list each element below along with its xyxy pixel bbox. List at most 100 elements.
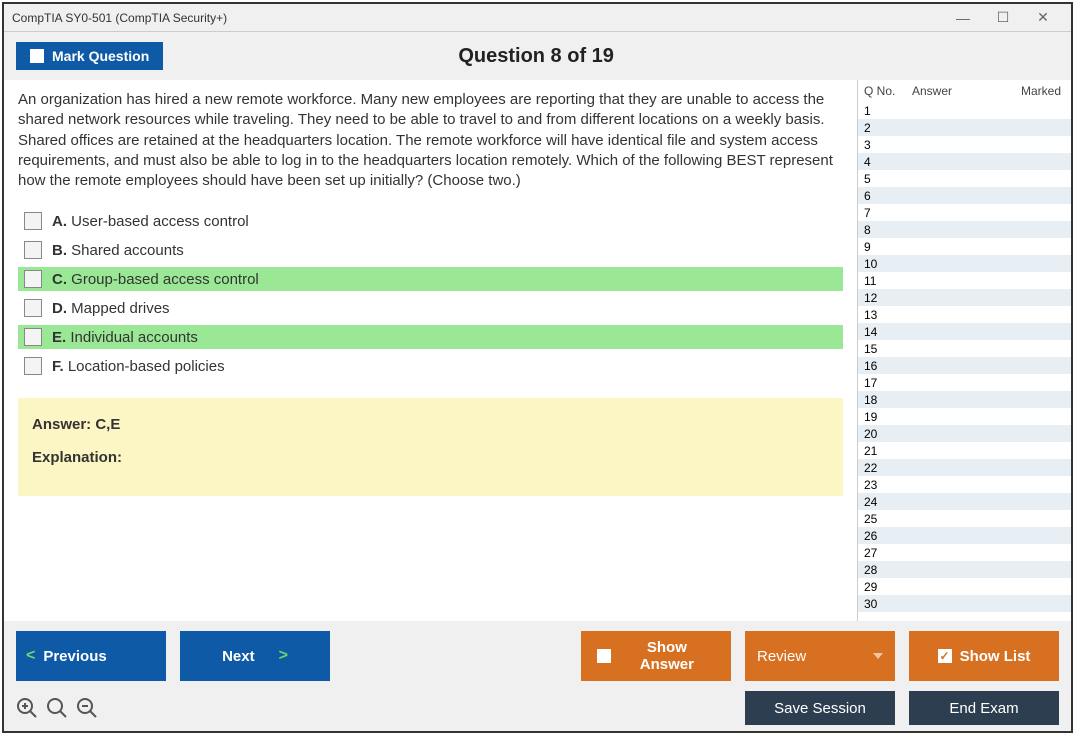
sidebar-row[interactable]: 30 xyxy=(858,595,1071,612)
sidebar-qno: 2 xyxy=(864,121,894,135)
end-exam-label: End Exam xyxy=(949,700,1018,717)
sidebar-qno: 1 xyxy=(864,104,894,118)
show-list-button[interactable]: ✓ Show List xyxy=(909,631,1059,681)
question-counter: Question 8 of 19 xyxy=(163,45,909,68)
sidebar-row[interactable]: 24 xyxy=(858,493,1071,510)
zoom-reset-icon[interactable] xyxy=(46,697,68,719)
sidebar-row[interactable]: 16 xyxy=(858,357,1071,374)
sidebar-qno: 28 xyxy=(864,563,894,577)
sidebar-qno: 6 xyxy=(864,189,894,203)
sidebar-row[interactable]: 2 xyxy=(858,119,1071,136)
option-text: B. Shared accounts xyxy=(52,242,184,259)
titlebar: CompTIA SY0-501 (CompTIA Security+) — ☐ … xyxy=(4,4,1071,32)
sidebar-header: Q No. Answer Marked xyxy=(858,80,1071,102)
sidebar-qno: 17 xyxy=(864,376,894,390)
sidebar-qno: 10 xyxy=(864,257,894,271)
sidebar-row[interactable]: 17 xyxy=(858,374,1071,391)
sidebar-qno: 4 xyxy=(864,155,894,169)
chevron-right-icon: > xyxy=(279,647,288,665)
show-answer-label: Show Answer xyxy=(619,639,715,673)
window-controls: — ☐ ✕ xyxy=(943,6,1063,30)
sidebar-row[interactable]: 29 xyxy=(858,578,1071,595)
sidebar-row[interactable]: 8 xyxy=(858,221,1071,238)
chevron-left-icon: < xyxy=(26,647,35,665)
dropdown-icon xyxy=(873,653,883,659)
option-text: E. Individual accounts xyxy=(52,329,198,346)
sidebar-row[interactable]: 18 xyxy=(858,391,1071,408)
sidebar-qno: 19 xyxy=(864,410,894,424)
sidebar-qno: 7 xyxy=(864,206,894,220)
sidebar-qno: 29 xyxy=(864,580,894,594)
previous-button[interactable]: < Previous xyxy=(16,631,166,681)
option-text: D. Mapped drives xyxy=(52,300,170,317)
sidebar-qno: 18 xyxy=(864,393,894,407)
sidebar-row[interactable]: 26 xyxy=(858,527,1071,544)
col-answer: Answer xyxy=(912,84,1015,98)
sidebar-row[interactable]: 20 xyxy=(858,425,1071,442)
option-row[interactable]: C. Group-based access control xyxy=(18,267,843,291)
maximize-button[interactable]: ☐ xyxy=(983,6,1023,30)
option-checkbox[interactable] xyxy=(24,299,42,317)
app-window: CompTIA SY0-501 (CompTIA Security+) — ☐ … xyxy=(2,2,1073,733)
sidebar-row[interactable]: 9 xyxy=(858,238,1071,255)
sidebar-row[interactable]: 28 xyxy=(858,561,1071,578)
sidebar-row[interactable]: 22 xyxy=(858,459,1071,476)
sidebar-qno: 13 xyxy=(864,308,894,322)
sidebar-qno: 11 xyxy=(864,274,894,288)
sidebar-row[interactable]: 15 xyxy=(858,340,1071,357)
option-checkbox[interactable] xyxy=(24,212,42,230)
next-button[interactable]: Next > xyxy=(180,631,330,681)
checkbox-icon xyxy=(30,49,44,63)
sidebar-qno: 14 xyxy=(864,325,894,339)
answer-box: Answer: C,E Explanation: xyxy=(18,398,843,496)
option-checkbox[interactable] xyxy=(24,328,42,346)
zoom-in-icon[interactable] xyxy=(16,697,38,719)
save-session-label: Save Session xyxy=(774,700,866,717)
option-text: F. Location-based policies xyxy=(52,358,225,375)
sidebar-row[interactable]: 6 xyxy=(858,187,1071,204)
sidebar-row[interactable]: 19 xyxy=(858,408,1071,425)
close-button[interactable]: ✕ xyxy=(1023,6,1063,30)
end-exam-button[interactable]: End Exam xyxy=(909,691,1059,725)
question-list-sidebar: Q No. Answer Marked 12345678910111213141… xyxy=(857,80,1071,621)
option-row[interactable]: A. User-based access control xyxy=(18,209,843,233)
sidebar-list[interactable]: 1234567891011121314151617181920212223242… xyxy=(858,102,1071,621)
sidebar-qno: 8 xyxy=(864,223,894,237)
option-checkbox[interactable] xyxy=(24,241,42,259)
sidebar-row[interactable]: 27 xyxy=(858,544,1071,561)
sidebar-row[interactable]: 1 xyxy=(858,102,1071,119)
previous-label: Previous xyxy=(43,648,106,665)
mark-question-button[interactable]: Mark Question xyxy=(16,42,163,70)
sidebar-row[interactable]: 23 xyxy=(858,476,1071,493)
sidebar-row[interactable]: 21 xyxy=(858,442,1071,459)
sidebar-row[interactable]: 25 xyxy=(858,510,1071,527)
option-row[interactable]: D. Mapped drives xyxy=(18,296,843,320)
sidebar-row[interactable]: 7 xyxy=(858,204,1071,221)
main-content: An organization has hired a new remote w… xyxy=(4,80,857,621)
sidebar-row[interactable]: 13 xyxy=(858,306,1071,323)
option-row[interactable]: B. Shared accounts xyxy=(18,238,843,262)
sidebar-row[interactable]: 12 xyxy=(858,289,1071,306)
option-row[interactable]: E. Individual accounts xyxy=(18,325,843,349)
sidebar-row[interactable]: 3 xyxy=(858,136,1071,153)
save-session-button[interactable]: Save Session xyxy=(745,691,895,725)
sidebar-row[interactable]: 11 xyxy=(858,272,1071,289)
content-row: An organization has hired a new remote w… xyxy=(4,80,1071,621)
sidebar-qno: 23 xyxy=(864,478,894,492)
sidebar-row[interactable]: 14 xyxy=(858,323,1071,340)
sidebar-qno: 22 xyxy=(864,461,894,475)
option-checkbox[interactable] xyxy=(24,357,42,375)
review-button[interactable]: Review xyxy=(745,631,895,681)
sidebar-row[interactable]: 4 xyxy=(858,153,1071,170)
sidebar-qno: 16 xyxy=(864,359,894,373)
zoom-out-icon[interactable] xyxy=(76,697,98,719)
options-list: A. User-based access control B. Shared ac… xyxy=(18,209,843,378)
sidebar-row[interactable]: 10 xyxy=(858,255,1071,272)
minimize-button[interactable]: — xyxy=(943,6,983,30)
option-checkbox[interactable] xyxy=(24,270,42,288)
sidebar-row[interactable]: 5 xyxy=(858,170,1071,187)
question-text: An organization has hired a new remote w… xyxy=(18,90,843,191)
show-answer-button[interactable]: Show Answer xyxy=(581,631,731,681)
footer-row-2: Save Session End Exam xyxy=(16,691,1059,725)
option-row[interactable]: F. Location-based policies xyxy=(18,354,843,378)
